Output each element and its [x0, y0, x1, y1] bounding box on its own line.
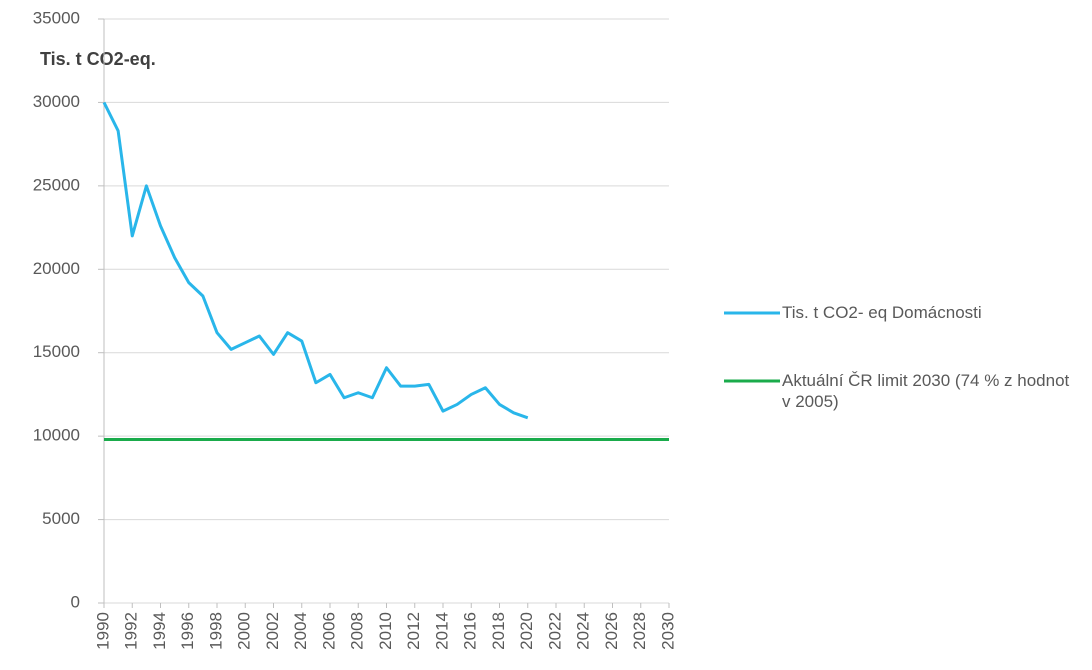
x-tick-label: 2026 [602, 612, 621, 650]
y-tick-label: 20000 [33, 259, 80, 278]
y-tick-label: 30000 [33, 92, 80, 111]
y-tick-label: 5000 [42, 509, 80, 528]
x-tick-label: 2010 [376, 612, 395, 650]
x-tick-label: 1990 [93, 612, 112, 650]
y-tick-label: 10000 [33, 426, 80, 445]
series-line [102, 101, 529, 420]
x-tick-label: 1996 [178, 612, 197, 650]
x-tick-label: 2016 [461, 612, 480, 650]
legend-label: Aktuální ČR limit 2030 (74 % z hodnot v … [782, 371, 1070, 411]
x-tick-label: 2006 [319, 612, 338, 650]
y-tick-label: 25000 [33, 175, 80, 194]
x-tick-label: 2028 [630, 612, 649, 650]
x-tick-label: 2018 [489, 612, 508, 650]
x-tick-label: 1998 [206, 612, 225, 650]
x-tick-label: 2024 [574, 612, 593, 650]
x-tick-label: 1994 [150, 612, 169, 650]
x-tick-label: 2030 [658, 612, 677, 650]
chart-title: Tis. t CO2-eq. [40, 49, 156, 69]
x-tick-label: 2014 [432, 612, 451, 650]
x-tick-label: 2008 [348, 612, 367, 650]
y-tick-label: 0 [71, 592, 80, 611]
x-tick-label: 2002 [263, 612, 282, 650]
legend-label: Tis. t CO2- eq Domácnosti [782, 303, 982, 322]
x-tick-label: 2012 [404, 612, 423, 650]
y-tick-label: 15000 [33, 342, 80, 361]
y-tick-label: 35000 [33, 8, 80, 27]
x-tick-label: 2022 [545, 612, 564, 650]
x-tick-label: 2004 [291, 612, 310, 650]
x-tick-label: 2020 [517, 612, 536, 650]
x-tick-label: 2000 [235, 612, 254, 650]
x-tick-label: 1992 [122, 612, 141, 650]
